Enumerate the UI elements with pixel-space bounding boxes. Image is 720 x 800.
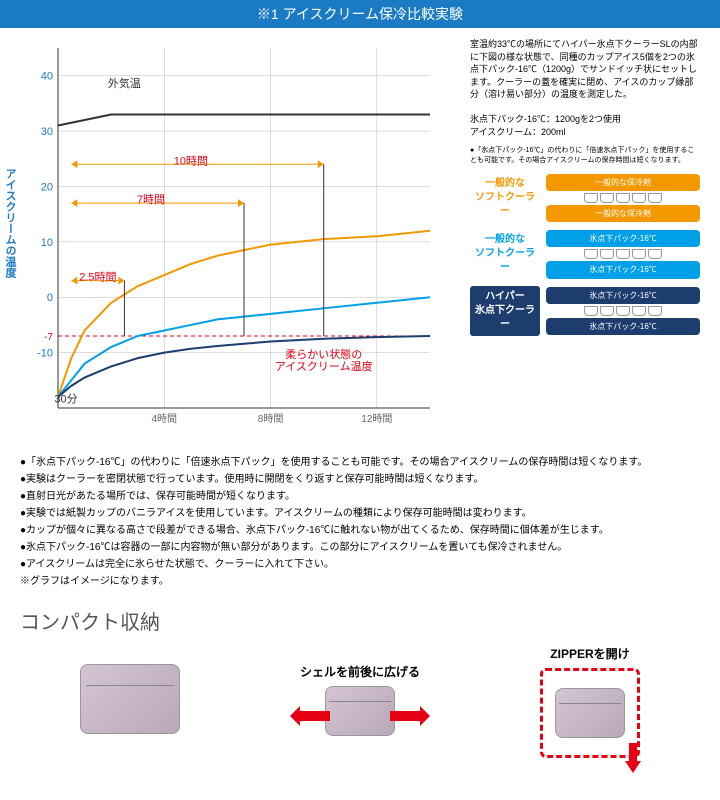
- storage-step-3: ZIPPERを開け: [540, 645, 640, 758]
- zipper-illustration: [540, 668, 640, 758]
- conditions: 氷点下パック-16℃：1200gを2つ使用 アイスクリーム：200ml: [470, 113, 700, 138]
- chart-area: アイスクリームの温度 -100102030404時間8時間12時間-7外気温10…: [20, 38, 460, 443]
- notes-list: ●「氷点下パック-16℃」の代わりに「倍速氷点下パック」を使用することも可能です…: [20, 455, 700, 590]
- pack-bottom: 氷点下パック-16℃: [546, 318, 700, 335]
- product-label: ハイパー氷点下クーラー: [470, 286, 540, 336]
- note-item: ※グラフはイメージになります。: [20, 574, 700, 590]
- arrow-right-icon: [390, 706, 430, 726]
- product-row: ハイパー氷点下クーラー 氷点下パック-16℃ 氷点下パック-16℃: [470, 285, 700, 337]
- svg-text:20: 20: [41, 181, 53, 193]
- product-label: 一般的なソフトクーラー: [470, 175, 540, 221]
- svg-text:40: 40: [41, 71, 53, 83]
- ice-cups: [546, 306, 700, 316]
- storage-step-2: シェルを前後に広げる: [300, 663, 420, 741]
- note-item: ●カップが個々に異なる高さで段差ができる場合、氷点下パック-16℃に触れない物が…: [20, 523, 700, 539]
- ice-cups: [546, 249, 700, 259]
- y-axis-label: アイスクリームの温度: [2, 168, 18, 278]
- svg-text:柔らかい状態の: 柔らかい状態の: [285, 347, 362, 361]
- svg-text:7時間: 7時間: [137, 193, 165, 206]
- note-item: ●「氷点下パック-16℃」の代わりに「倍速氷点下パック」を使用することも可能です…: [20, 455, 700, 471]
- product-label: 一般的なソフトクーラー: [470, 231, 540, 277]
- svg-text:-10: -10: [37, 348, 53, 360]
- pack-top: 氷点下パック-16℃: [546, 287, 700, 304]
- note-item: ●実験はクーラーを密閉状態で行っています。使用時に開閉をくり返すと保存可能時間は…: [20, 472, 700, 488]
- product-row: 一般的なソフトクーラー 一般的な保冷剤 一般的な保冷剤: [470, 172, 700, 224]
- storage-steps: シェルを前後に広げる ZIPPERを開け: [20, 645, 700, 758]
- svg-text:アイスクリーム温度: アイスクリーム温度: [275, 359, 373, 373]
- svg-text:2.5時間: 2.5時間: [79, 271, 116, 284]
- note-item: ●アイスクリームは完全に氷らせた状態で、クーラーに入れて下さい。: [20, 557, 700, 573]
- note-item: ●直射日光があたる場所では、保存可能時間が短くなります。: [20, 489, 700, 505]
- pack-diagram: 氷点下パック-16℃ 氷点下パック-16℃: [546, 228, 700, 280]
- condition-2: アイスクリーム：200ml: [470, 126, 700, 139]
- content-area: アイスクリームの温度 -10 0 10 20 30 40 4時間 8時間 12時間 -7 外気温 10…: [0, 28, 720, 768]
- pack-top: 一般的な保冷剤: [546, 174, 700, 191]
- side-footnote: ●「氷点下パック-16℃」の代わりに「倍速氷点下パック」を使用することも可能です…: [470, 146, 700, 166]
- line-chart: -10 0 10 20 30 40 4時間 8時間 12時間 -7 外気温 10時間 7時間 2.5時間柔…: [20, 38, 440, 438]
- cooler-illustration: [325, 686, 395, 736]
- note-item: ●実験では紙製カップのバニラアイスを使用しています。アイスクリームの種類により保…: [20, 506, 700, 522]
- pack-bottom: 氷点下パック-16℃: [546, 261, 700, 278]
- cooler-illustration: [555, 688, 625, 738]
- svg-text:12時間: 12時間: [361, 413, 392, 425]
- step3-label: ZIPPERを開け: [540, 645, 640, 662]
- cooler-illustration: [80, 664, 180, 734]
- pack-bottom: 一般的な保冷剤: [546, 205, 700, 222]
- step2-label: シェルを前後に広げる: [300, 663, 420, 680]
- note-item: ●氷点下パック-16℃は容器の一部に内容物が無い部分があります。この部分にアイス…: [20, 540, 700, 556]
- pack-diagram: 氷点下パック-16℃ 氷点下パック-16℃: [546, 285, 700, 337]
- arrow-down-icon: [625, 743, 641, 773]
- experiment-description: 室温約33℃の場所にてハイパー氷点下クーラーSLの内部に下図の様な状態で、同種の…: [470, 38, 700, 101]
- svg-text:4時間: 4時間: [152, 413, 178, 425]
- product-comparison: 一般的なソフトクーラー 一般的な保冷剤 一般的な保冷剤 一般的なソフトクーラー …: [470, 172, 700, 337]
- top-section: アイスクリームの温度 -100102030404時間8時間12時間-7外気温10…: [20, 38, 700, 443]
- ice-cups: [546, 193, 700, 203]
- header-title: ※1 アイスクリーム保冷比較実験: [0, 0, 720, 28]
- svg-text:外気温: 外気温: [108, 76, 141, 90]
- pack-top: 氷点下パック-16℃: [546, 230, 700, 247]
- svg-text:10時間: 10時間: [174, 154, 208, 167]
- svg-text:30分: 30分: [54, 392, 77, 405]
- svg-text:0: 0: [47, 292, 53, 304]
- svg-text:8時間: 8時間: [258, 413, 284, 425]
- svg-text:10: 10: [41, 237, 53, 249]
- side-info: 室温約33℃の場所にてハイパー氷点下クーラーSLの内部に下図の様な状態で、同種の…: [470, 38, 700, 443]
- svg-text:30: 30: [41, 126, 53, 138]
- storage-title: コンパクト収納: [20, 606, 700, 635]
- arrow-left-icon: [290, 706, 330, 726]
- pack-diagram: 一般的な保冷剤 一般的な保冷剤: [546, 172, 700, 224]
- storage-step-1: [80, 664, 180, 739]
- condition-1: 氷点下パック-16℃：1200gを2つ使用: [470, 113, 700, 126]
- svg-text:-7: -7: [44, 332, 53, 343]
- product-row: 一般的なソフトクーラー 氷点下パック-16℃ 氷点下パック-16℃: [470, 228, 700, 280]
